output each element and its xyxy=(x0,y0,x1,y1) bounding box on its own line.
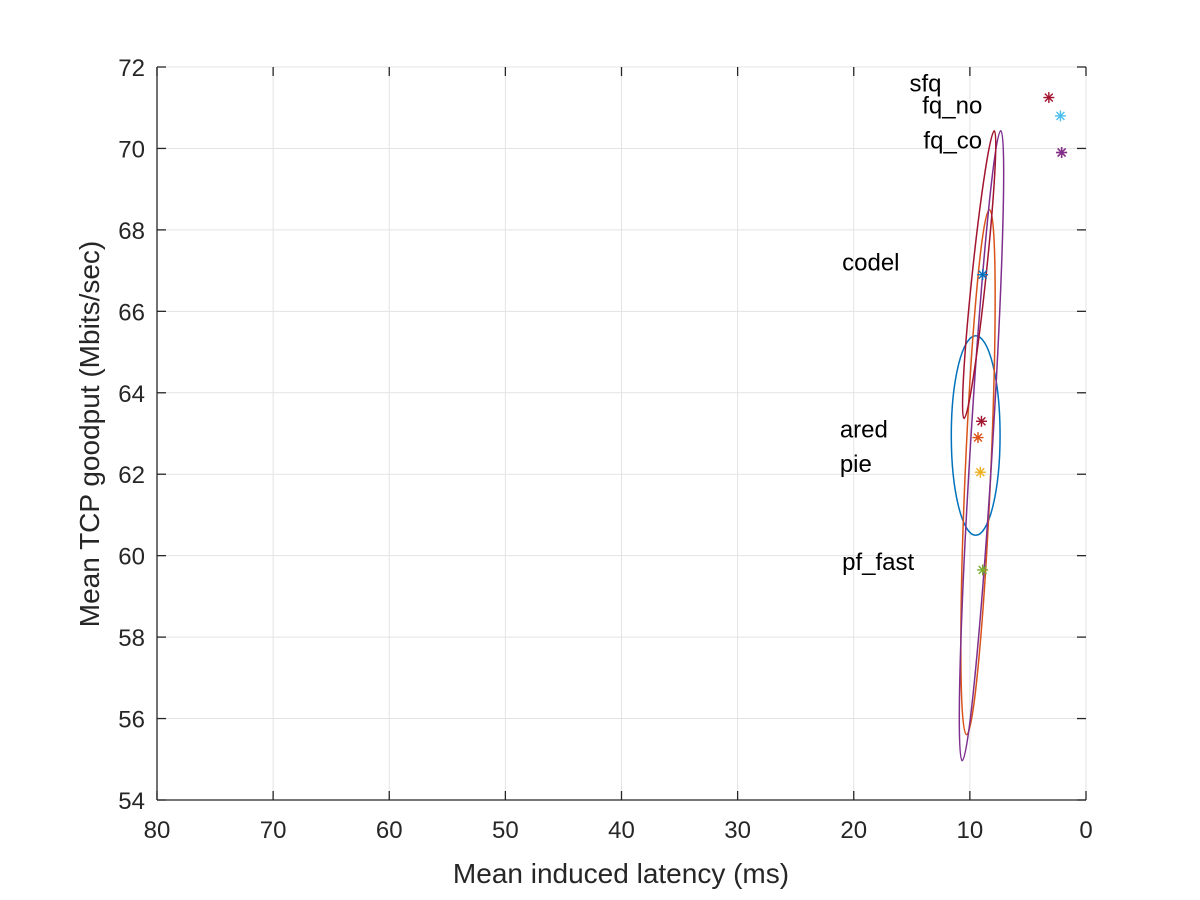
y-axis-label: Mean TCP goodput (Mbits/sec) xyxy=(74,241,105,627)
x-tick-label: 30 xyxy=(724,817,751,844)
point-pie xyxy=(974,466,986,478)
y-tick-label: 70 xyxy=(118,136,145,163)
label-fq-co: fq_co xyxy=(923,127,982,154)
point-ared xyxy=(972,432,984,444)
y-tick-label: 64 xyxy=(118,381,145,408)
uncertainty-ellipses xyxy=(950,129,1005,762)
x-tick-label: 80 xyxy=(144,817,171,844)
y-tick-label: 54 xyxy=(118,788,145,815)
y-tick-label: 62 xyxy=(118,462,145,489)
y-tick-label: 58 xyxy=(118,625,145,652)
point-series-8 xyxy=(1056,147,1068,159)
ellipse-series-8 xyxy=(958,129,1005,762)
x-tick-label: 40 xyxy=(608,817,635,844)
y-tick-label: 72 xyxy=(118,55,145,82)
ellipse-codel xyxy=(950,335,1001,537)
x-axis-label: Mean induced latency (ms) xyxy=(453,858,789,889)
point-pf-fast xyxy=(977,564,989,576)
point-codel xyxy=(977,269,989,281)
x-tick-label: 10 xyxy=(957,817,984,844)
y-tick-label: 60 xyxy=(118,544,145,571)
label-fq-no: fq_no xyxy=(922,93,982,120)
label-ared: ared xyxy=(840,416,888,443)
point-sfq xyxy=(1043,92,1055,104)
point-fq-no xyxy=(1054,110,1066,122)
axes: 80 70 60 50 40 30 20 10 0 54 56 58 60 62 64 66 68 70 72 xyxy=(118,55,1092,844)
x-tick-label: 0 xyxy=(1079,817,1092,844)
ellipse-series-9 xyxy=(961,130,997,420)
x-tick-label: 60 xyxy=(376,817,403,844)
x-tick-label: 70 xyxy=(260,817,287,844)
y-tick-label: 56 xyxy=(118,707,145,734)
point-series-9 xyxy=(975,415,987,427)
data-points xyxy=(972,92,1068,576)
y-tick-label: 66 xyxy=(118,299,145,326)
x-tick-label: 20 xyxy=(840,817,867,844)
label-codel: codel xyxy=(842,249,899,276)
label-pie: pie xyxy=(840,451,872,478)
label-sfq: sfq xyxy=(909,70,941,97)
x-tick-label: 50 xyxy=(492,817,519,844)
y-tick-label: 68 xyxy=(118,218,145,245)
grid-lines xyxy=(156,66,1087,801)
label-pf-fast: pf_fast xyxy=(842,549,914,576)
